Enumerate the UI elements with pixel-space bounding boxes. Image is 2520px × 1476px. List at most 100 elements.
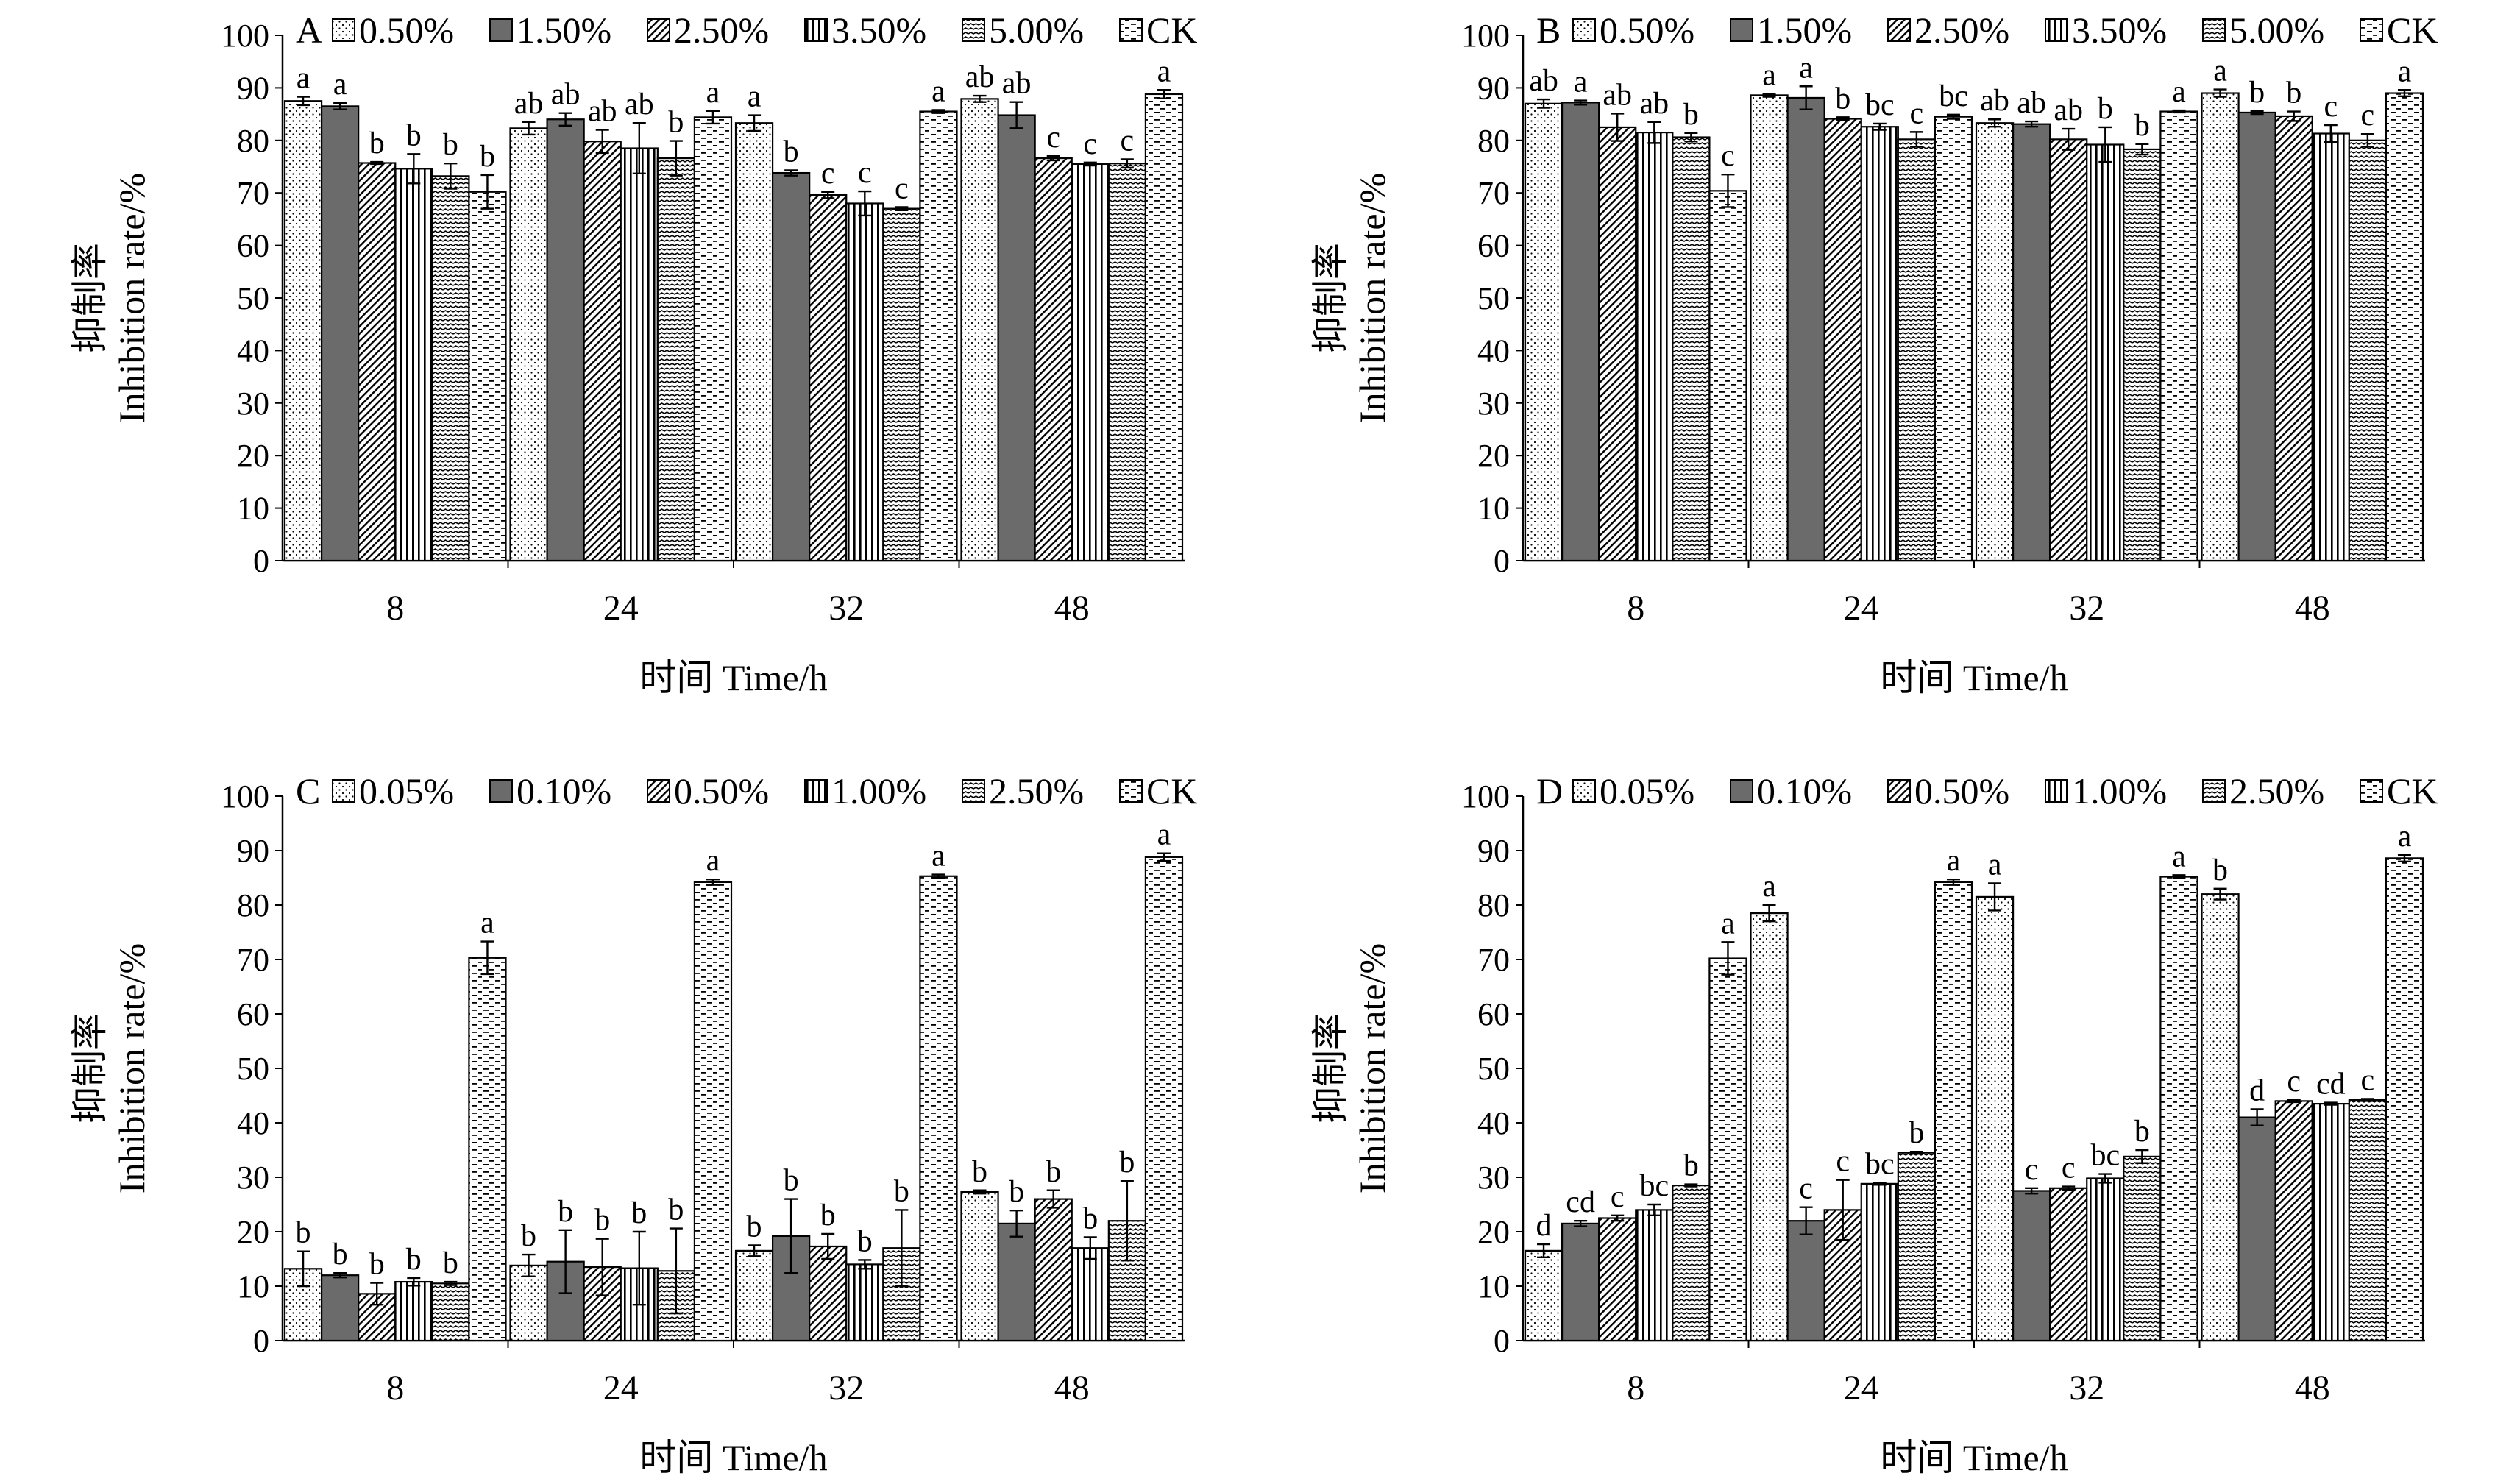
y-tick-label: 20 xyxy=(237,1214,269,1250)
legend-swatch xyxy=(647,779,670,803)
y-tick-label: 10 xyxy=(1477,1269,1510,1305)
bar-b-8h-5 xyxy=(1708,190,1747,562)
significance-label: bc xyxy=(1865,88,1895,122)
y-tick-label: 60 xyxy=(1477,228,1510,264)
bar-a-32h-4 xyxy=(882,207,921,562)
legend-label: 2.50% xyxy=(989,770,1084,812)
significance-label: ab xyxy=(2017,86,2046,120)
panel-letter: A xyxy=(296,10,322,51)
bar-b-24h-3 xyxy=(1860,126,1899,562)
bar-a-24h-0 xyxy=(509,127,548,562)
significance-label: c xyxy=(895,171,909,205)
x-tick-label: 32 xyxy=(828,1369,864,1408)
y-tick-label: 40 xyxy=(1477,1105,1510,1141)
y-tick-label: 80 xyxy=(237,123,269,159)
y-axis-title-en: Inhibition rate/% xyxy=(111,943,152,1193)
x-axis-title: 时间 Time/h xyxy=(639,1437,827,1476)
significance-label: b xyxy=(406,118,422,152)
bar-d-48h-3 xyxy=(2311,1102,2350,1342)
significance-label: b xyxy=(1082,1202,1098,1235)
legend-swatch xyxy=(962,779,985,803)
legend-swatch xyxy=(1887,18,1911,42)
bar-b-8h-1 xyxy=(1561,102,1600,562)
y-axis-title-en: Inhibition rate/% xyxy=(1352,173,1393,423)
legend-swatch xyxy=(2360,18,2383,42)
significance-label: c xyxy=(1836,1145,1850,1179)
bar-d-24h-0 xyxy=(1750,912,1789,1342)
significance-label: ab xyxy=(625,88,654,121)
legend-label: 1.50% xyxy=(517,10,611,51)
y-axis-title-cn: 抑制率 xyxy=(1310,1013,1351,1124)
bar-b-8h-0 xyxy=(1524,102,1564,562)
significance-label: b xyxy=(2212,854,2228,887)
y-axis-title-en: Inhibition rate/% xyxy=(1352,943,1393,1193)
significance-label: ab xyxy=(588,95,617,129)
y-tick-label: 100 xyxy=(1461,18,1510,54)
significance-label: a xyxy=(1157,54,1171,88)
x-tick-label: 32 xyxy=(2069,589,2104,628)
y-tick-label: 20 xyxy=(237,438,269,474)
significance-label: a xyxy=(931,840,945,873)
legend-label: 1.50% xyxy=(1757,10,1852,51)
bar-c-48h-1 xyxy=(997,1222,1036,1342)
bar-b-32h-1 xyxy=(2012,123,2051,562)
y-tick-label: 30 xyxy=(1477,386,1510,422)
significance-label: cd xyxy=(2316,1068,2346,1101)
significance-label: a xyxy=(2172,840,2186,873)
significance-label: c xyxy=(2062,1152,2076,1185)
bar-a-24h-1 xyxy=(546,118,585,562)
y-tick-label: 60 xyxy=(1477,996,1510,1032)
significance-label: b xyxy=(1683,98,1699,132)
bar-a-48h-2 xyxy=(1034,157,1073,562)
significance-label: a xyxy=(297,62,310,96)
bar-d-48h-4 xyxy=(2348,1099,2388,1342)
significance-label: a xyxy=(1762,870,1776,904)
y-tick-label: 50 xyxy=(237,280,269,316)
significance-label: c xyxy=(821,157,835,191)
significance-label: a xyxy=(706,844,720,878)
significance-label: ab xyxy=(1602,78,1632,112)
significance-label: b xyxy=(668,106,684,140)
y-axis-title-cn: 抑制率 xyxy=(69,243,110,353)
y-tick-label: 10 xyxy=(237,491,269,527)
y-tick-label: 80 xyxy=(237,887,269,923)
significance-label: ab xyxy=(1529,64,1558,98)
bar-a-24h-3 xyxy=(620,147,659,562)
legend-label: CK xyxy=(2387,10,2438,51)
y-tick-label: 40 xyxy=(237,1105,269,1141)
bar-b-32h-3 xyxy=(2086,143,2125,562)
significance-label: d xyxy=(1536,1209,1552,1243)
bar-d-48h-5 xyxy=(2385,857,2424,1342)
legend-swatch xyxy=(2202,779,2226,803)
bar-c-8h-5 xyxy=(468,957,507,1342)
bar-d-48h-1 xyxy=(2237,1116,2276,1342)
legend-swatch xyxy=(804,779,828,803)
x-axis-title: 时间 Time/h xyxy=(639,657,827,698)
x-tick-label: 8 xyxy=(1627,1369,1644,1408)
significance-label: a xyxy=(1988,848,2002,881)
significance-label: c xyxy=(1121,124,1135,158)
x-tick-label: 24 xyxy=(1844,1369,1879,1408)
significance-label: bc xyxy=(1939,79,1968,113)
legend-swatch xyxy=(332,779,355,803)
y-tick-label: 100 xyxy=(221,18,269,54)
significance-label: c xyxy=(2361,1063,2375,1097)
y-tick-label: 10 xyxy=(1477,491,1510,527)
legend-label: 1.00% xyxy=(2072,770,2167,812)
y-tick-label: 30 xyxy=(237,386,269,422)
y-tick-label: 80 xyxy=(1477,123,1510,159)
legend-swatch xyxy=(962,18,985,42)
y-tick-label: 0 xyxy=(1494,1323,1510,1359)
significance-label: a xyxy=(2398,54,2412,88)
legend-label: 0.50% xyxy=(359,10,454,51)
significance-label: a xyxy=(1157,818,1171,852)
bar-d-8h-3 xyxy=(1635,1209,1674,1342)
bar-d-8h-1 xyxy=(1561,1222,1600,1342)
significance-label: b xyxy=(1119,1146,1135,1179)
x-tick-label: 24 xyxy=(603,589,639,628)
bar-a-24h-5 xyxy=(693,116,733,562)
legend-label: 5.00% xyxy=(2229,10,2324,51)
y-tick-label: 20 xyxy=(1477,1214,1510,1250)
bar-a-8h-3 xyxy=(394,168,433,562)
significance-label: bc xyxy=(2090,1139,2120,1173)
